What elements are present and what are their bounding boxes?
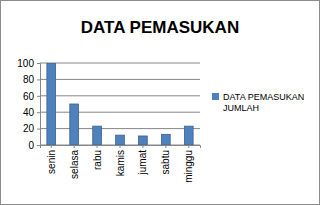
y-tick: 60 [23,91,40,102]
x-tick: rabu [92,145,103,170]
x-axis-line [41,146,201,149]
x-tick-mark [97,145,98,148]
y-tick-label: 0 [28,140,34,151]
y-axis-line [37,64,41,146]
bar [161,134,170,145]
grid-line [40,63,200,64]
grid-line [40,112,200,113]
y-tick-mark [37,79,40,80]
bar [184,126,193,145]
x-axis: senin selasa rabu kamis jumat sabtu minggu [41,145,201,183]
grid-line [40,79,200,80]
x-tick-mark [188,145,189,148]
x-tick-mark [165,145,166,148]
x-tick: selasa [69,145,80,179]
bar [47,63,56,145]
y-tick-label: 60 [23,91,35,102]
bar [116,135,125,145]
y-tick: 0 [28,140,40,151]
grid-line [40,95,200,96]
x-tick: senin [46,145,57,174]
y-tick: 40 [23,107,40,118]
x-tick-mark [120,145,121,148]
chart-svg: DATA PEMASUKAN 0 20 40 60 80 100 senin selasa rab… [0,0,320,205]
y-tick: 20 [23,123,40,134]
y-tick-mark [37,145,40,146]
x-tick-mark [74,145,75,148]
y-tick-label: 40 [23,107,35,118]
y-tick-mark [37,96,40,97]
y-tick: 80 [23,74,40,85]
x-tick-label: senin [46,150,57,174]
bar [139,136,148,145]
y-tick-label: 80 [23,74,35,85]
chart-container: DATA PEMASUKAN 0 20 40 60 80 100 senin selasa rab… [0,0,320,205]
grid [40,63,200,145]
chart-title: DATA PEMASUKAN [81,18,239,37]
x-tick-label: jumat [137,150,148,176]
y-tick: 100 [17,58,40,69]
x-tick-label: minggu [183,150,194,183]
legend-label: DATA PEMASUKANJUMLAH [223,92,304,113]
x-tick: kamis [115,145,126,176]
x-tick: sabtu [160,145,171,174]
x-tick-mark [51,145,52,148]
bar [70,104,79,145]
x-tick: jumat [137,145,148,175]
x-tick-label: sabtu [160,150,171,174]
bars [47,63,193,145]
y-tick-mark [37,129,40,130]
x-tick: minggu [183,145,194,183]
x-tick-label: kamis [115,150,126,176]
legend: DATA PEMASUKANJUMLAH [212,92,304,113]
legend-swatch [212,93,219,100]
bar [93,126,102,145]
chart-border [1,1,320,205]
x-tick-label: rabu [92,150,103,170]
x-tick-label: selasa [69,150,80,179]
y-axis: 0 20 40 60 80 100 [17,58,40,151]
grid-line [40,128,200,129]
y-tick-label: 100 [17,58,34,69]
y-tick-mark [37,112,40,113]
x-tick-mark [142,145,143,148]
y-tick-label: 20 [23,123,35,134]
y-tick-mark [37,63,40,64]
